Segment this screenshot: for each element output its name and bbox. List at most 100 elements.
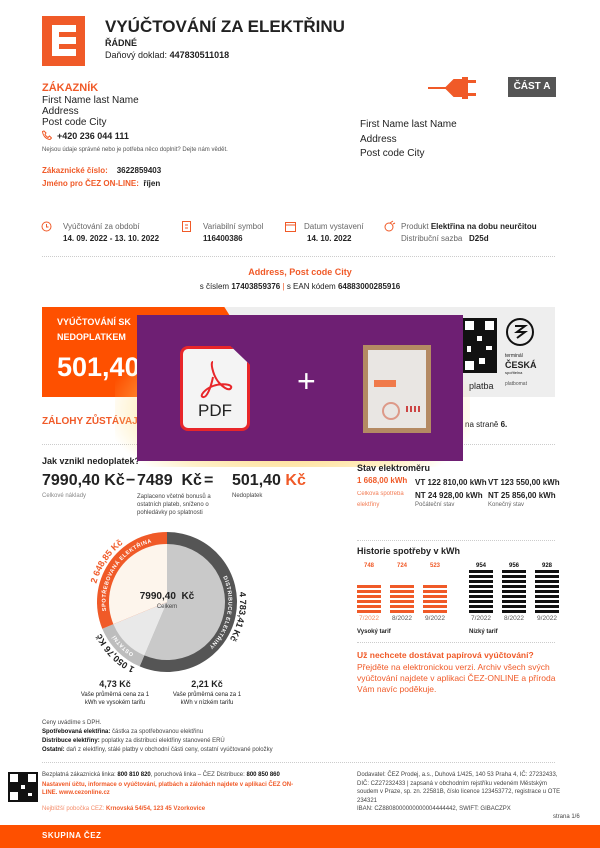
supplier-info: Dodavatel: ČEZ Prodej, a.s., Duhová 1/42…	[357, 771, 562, 814]
donut-slice	[109, 544, 167, 625]
nt-end: NT 25 856,00 kWh	[488, 491, 556, 500]
recipient-street: Address	[360, 133, 397, 145]
calc-total-label: Celkové náklady	[42, 493, 87, 499]
acrobat-icon	[200, 361, 233, 398]
supplier-text: Dodavatel: ČEZ Prodej, a.s., Duhová 1/42…	[357, 772, 561, 804]
online-name: Jméno pro ČEZ ON-LINE: říjen	[42, 179, 160, 188]
nearest-branch: Nejbližší pobočka ČEZ: Krnovská 54/54, 1…	[42, 806, 205, 812]
summary-line2: NEDOPLATKEM	[57, 332, 126, 342]
place-address: Address, Post code City	[248, 267, 352, 277]
history-bar-value: 954	[475, 563, 486, 569]
phone-icon	[42, 130, 52, 140]
product-icon	[384, 220, 396, 232]
legend-value: částka za spotřebovanou elektřinu	[112, 729, 204, 735]
advances-heading: ZÁLOHY ZŮSTÁVAJ	[42, 416, 138, 427]
recipient-address: First Name last Name Address Post code C…	[360, 118, 457, 162]
calc-heading: Jak vznikl nedoplatek?	[42, 456, 141, 466]
history-heading: Historie spotřeby v kWh	[357, 546, 461, 556]
donut-slice	[113, 602, 167, 656]
hotline: Bezplatná zákaznická linka: 800 810 820,…	[42, 772, 280, 778]
calc-minus: −	[126, 472, 136, 489]
customer-number-value: 3622859403	[116, 166, 162, 175]
recipient-name: First Name last Name	[360, 119, 457, 130]
donut-center-label: Celkem	[156, 604, 178, 610]
donut-slice	[144, 544, 225, 660]
history-bar	[502, 570, 526, 615]
divider	[357, 642, 555, 643]
num-value: 17403859376	[231, 282, 281, 291]
vat-note: Ceny uvádíme s DPH.	[42, 720, 102, 726]
vs-value: 116400386	[203, 234, 243, 243]
history-bar-month: 7/2022	[359, 615, 379, 622]
customer-heading: ZÁKAZNÍK	[42, 82, 99, 94]
history-bar-value: 928	[541, 563, 552, 569]
date-label: Datum vystavení	[304, 222, 364, 231]
cez-logo	[42, 16, 85, 66]
tax-doc-number: 447830511018	[169, 50, 230, 60]
meter-start-label: Počáteční stav	[415, 502, 455, 508]
customer-phone: +420 236 044 111	[57, 131, 129, 141]
history-bar	[357, 585, 381, 615]
bank-sub: spořitelna	[505, 370, 523, 375]
price-legend: Ceny uvádíme s DPH. Spotřebovaná elektři…	[42, 719, 273, 755]
history-bar	[535, 570, 559, 615]
avg-high-label: Vaše průměrná cena za 1 kWh ve vysokém t…	[80, 692, 150, 706]
divider	[42, 762, 555, 763]
calc-result-label: Nedoplatek	[232, 493, 263, 499]
customer-name: First Name last Name	[42, 95, 139, 106]
divider	[42, 256, 555, 257]
legend-key: Ostatní:	[42, 747, 65, 753]
customer-number-label: Zákaznické číslo:	[42, 166, 108, 175]
meter-end-label: Konečný stav	[488, 502, 525, 508]
page-number: strana 1/6	[553, 814, 580, 820]
footer-qr-code[interactable]	[8, 772, 38, 802]
history-bar	[390, 585, 414, 615]
legend-key: Spotřebovaná elektřina:	[42, 729, 111, 735]
low-tariff-label: Nízký tarif	[469, 629, 498, 635]
customer-street: Address	[42, 106, 79, 117]
vt-start: VT 122 810,00 kWh	[415, 478, 487, 487]
sporitelna-terminal-icon	[506, 318, 534, 346]
summary-line1: VYÚČTOVÁNÍ SK	[57, 317, 131, 327]
online-info[interactable]: Nastavení účtu, informace o vyúčtování, …	[42, 782, 294, 796]
date-value: 14. 10. 2022	[307, 234, 352, 243]
nt-start: NT 24 928,00 kWh	[415, 491, 483, 500]
variable-symbol: Variabilní symbol 116400386	[203, 221, 263, 245]
history-bar	[469, 570, 493, 615]
tax-doc: Daňový doklad: 447830511018	[105, 50, 229, 60]
terminal-label: terminál	[505, 353, 523, 359]
customer-number: Zákaznické číslo: 3622859403	[42, 166, 161, 175]
page-reference: na straně 6.	[465, 420, 507, 429]
history-bar-value: 748	[363, 563, 374, 569]
ean-label: s EAN kódem	[286, 282, 336, 291]
fault-line-phone[interactable]: 800 850 860	[246, 772, 280, 778]
period-label: Vyúčtování za období	[63, 222, 140, 231]
document-icon	[182, 221, 191, 232]
customer-address: First Name last Name Address Post code C…	[42, 95, 139, 128]
tax-doc-label: Daňový doklad:	[105, 50, 168, 60]
part-badge: ČÁST A	[508, 77, 556, 97]
hotline-label: Bezplatná zákaznická linka:	[42, 772, 116, 778]
hotline-phone[interactable]: 800 810 820	[117, 772, 151, 778]
meter-start: VT 122 810,00 kWh NT 24 928,00 kWh	[415, 476, 487, 502]
donut-center-value: 7990,40 Kč	[139, 591, 195, 602]
meter-total: 1 668,00 kWh	[357, 476, 407, 485]
meter-total-value: 1 668,00 kWh	[357, 476, 408, 485]
product-value: Elektřina na dobu neurčitou	[430, 222, 537, 231]
ean-value: 64883000285916	[337, 282, 401, 291]
bill-title: VYÚČTOVÁNÍ ZA ELEKTŘINU	[105, 17, 345, 36]
promo-title: Už nechcete dostávat papírová vyúčtování…	[357, 650, 534, 660]
meter-total-label: Celková spotřeba elektřiny	[357, 491, 404, 508]
history-bar	[423, 585, 447, 615]
vt-end: VT 123 550,00 kWh	[488, 478, 560, 487]
legend-value: poplatky za distribuci elektřiny stanove…	[101, 738, 225, 744]
period: Vyúčtování za období 14. 09. 2022 - 13. 1…	[63, 221, 159, 245]
bank-logo: ČESKÁ	[505, 360, 537, 370]
product-label: Produkt	[401, 222, 429, 231]
platbomat-label: platbomat	[505, 381, 527, 387]
rate-label: Distribuční sazba	[401, 234, 463, 243]
calc-paid: 7489 Kč	[137, 472, 202, 489]
period-value: 14. 09. 2022 - 13. 10. 2022	[63, 234, 160, 243]
customer-city: Post code City	[42, 117, 107, 128]
